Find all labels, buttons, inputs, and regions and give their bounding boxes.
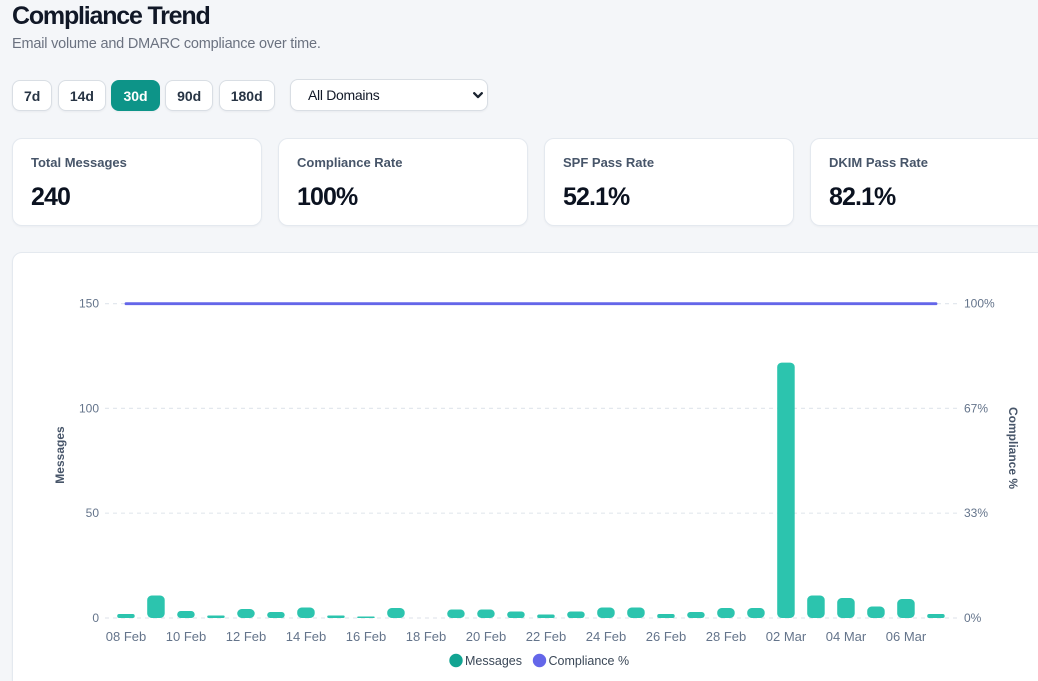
svg-text:28 Feb: 28 Feb xyxy=(706,629,746,644)
svg-text:67%: 67% xyxy=(964,401,988,415)
svg-text:12 Feb: 12 Feb xyxy=(226,629,266,644)
svg-text:33%: 33% xyxy=(964,506,988,520)
svg-text:16 Feb: 16 Feb xyxy=(346,629,386,644)
svg-text:06 Mar: 06 Mar xyxy=(886,629,927,644)
svg-text:Messages: Messages xyxy=(53,426,67,484)
svg-text:02 Mar: 02 Mar xyxy=(766,629,807,644)
svg-text:150: 150 xyxy=(79,297,99,311)
svg-text:Messages: Messages xyxy=(465,654,522,668)
svg-text:100: 100 xyxy=(79,401,99,415)
svg-text:26 Feb: 26 Feb xyxy=(646,629,686,644)
svg-text:18 Feb: 18 Feb xyxy=(406,629,446,644)
svg-text:0: 0 xyxy=(92,611,99,625)
svg-text:24 Feb: 24 Feb xyxy=(586,629,626,644)
svg-text:04 Mar: 04 Mar xyxy=(826,629,867,644)
svg-text:22 Feb: 22 Feb xyxy=(526,629,566,644)
svg-text:10 Feb: 10 Feb xyxy=(166,629,206,644)
svg-text:50: 50 xyxy=(86,506,100,520)
svg-text:20 Feb: 20 Feb xyxy=(466,629,506,644)
svg-text:Compliance %: Compliance % xyxy=(1006,407,1020,489)
svg-text:Compliance %: Compliance % xyxy=(549,654,630,668)
svg-text:14 Feb: 14 Feb xyxy=(286,629,326,644)
svg-text:0%: 0% xyxy=(964,611,982,625)
svg-text:08 Feb: 08 Feb xyxy=(106,629,146,644)
svg-text:100%: 100% xyxy=(964,297,995,311)
